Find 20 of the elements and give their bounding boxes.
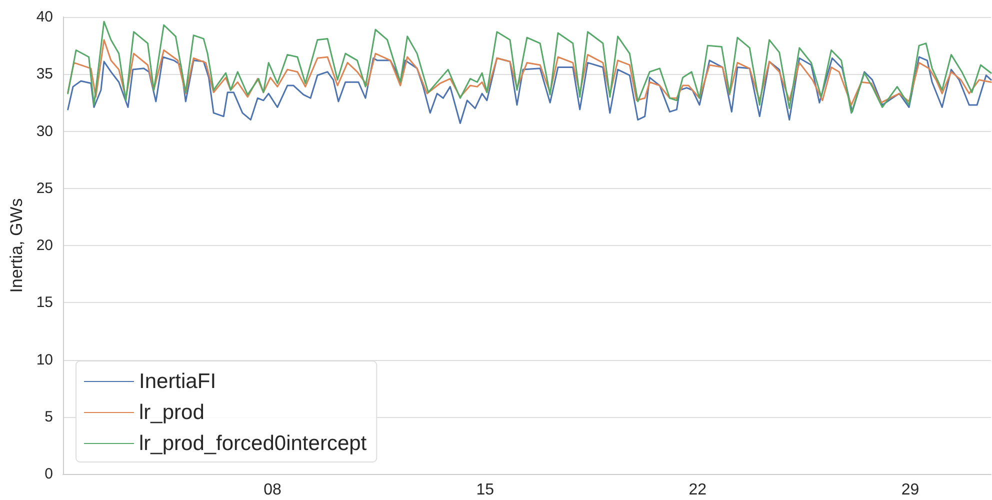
y-tick-label: 0 — [44, 466, 53, 482]
y-tick-label: 40 — [36, 8, 53, 26]
legend-label: InertiaFI — [139, 370, 216, 393]
y-axis-title: Inertia, GWs — [7, 198, 26, 293]
legend-label: lr_prod_forced0intercept — [139, 432, 367, 455]
y-tick-label: 30 — [36, 122, 53, 140]
x-tick-label: 29 — [901, 482, 920, 498]
line-series — [67, 20, 992, 114]
x-tick-label: 22 — [688, 482, 707, 498]
line-series — [67, 56, 992, 124]
y-tick-label: 5 — [44, 408, 53, 426]
y-tick-label: 10 — [36, 351, 53, 368]
y-tick-label: 20 — [36, 237, 53, 254]
y-tick-label: 25 — [36, 180, 53, 197]
line-series — [67, 39, 992, 106]
y-tick-label: 15 — [36, 294, 53, 312]
y-tick-label: 35 — [36, 66, 53, 83]
x-tick-label: 15 — [476, 482, 494, 498]
legend-label: lr_prod — [139, 401, 204, 424]
x-tick-label: 08 — [264, 482, 282, 498]
